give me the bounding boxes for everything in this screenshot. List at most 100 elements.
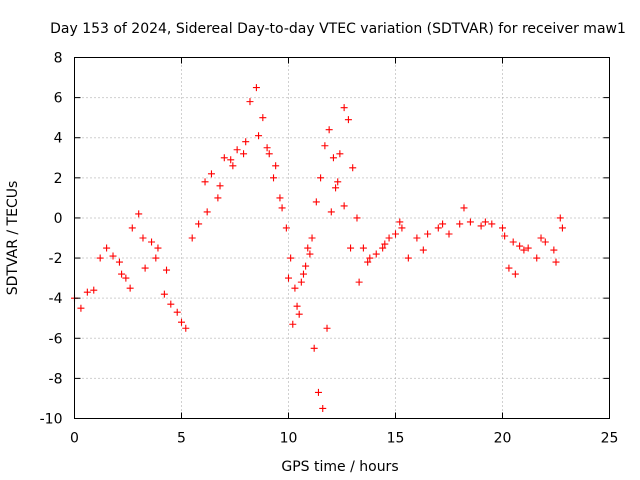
data-point	[306, 250, 314, 258]
data-point	[299, 270, 307, 278]
data-point	[327, 208, 335, 216]
data-point	[297, 278, 305, 286]
y-tick-label: -4	[49, 291, 63, 307]
data-point	[154, 244, 162, 252]
data-point	[139, 234, 147, 242]
data-point	[379, 244, 387, 252]
x-tick-label: 0	[70, 431, 79, 447]
data-point	[118, 270, 126, 278]
data-point	[323, 324, 331, 332]
data-point	[481, 218, 489, 226]
data-point	[188, 234, 196, 242]
data-point	[227, 156, 235, 164]
data-point	[413, 234, 421, 242]
data-point	[398, 224, 406, 232]
data-point	[285, 274, 292, 282]
data-point	[392, 230, 399, 238]
data-point	[178, 318, 185, 326]
data-point	[240, 150, 248, 158]
data-point	[233, 146, 241, 154]
data-point	[109, 252, 117, 260]
data-point	[460, 204, 468, 212]
data-point	[304, 244, 312, 252]
data-point	[347, 244, 355, 252]
data-point	[265, 150, 273, 158]
data-point	[255, 132, 263, 140]
grid-lines	[74, 57, 610, 419]
data-point	[310, 344, 318, 352]
data-point	[509, 238, 517, 246]
y-tick-label: 0	[54, 211, 63, 227]
data-point	[263, 144, 271, 152]
data-point	[203, 208, 211, 216]
data-point	[160, 290, 168, 298]
data-point	[90, 286, 98, 294]
data-point	[520, 246, 528, 254]
data-point	[216, 182, 224, 190]
data-point	[83, 288, 91, 296]
data-point	[456, 220, 464, 228]
data-point	[524, 244, 532, 252]
data-point	[340, 202, 348, 210]
data-point	[385, 234, 393, 242]
data-point	[516, 242, 524, 250]
data-point	[207, 170, 215, 178]
data-point	[115, 258, 123, 266]
data-point	[434, 224, 442, 232]
data-point	[270, 174, 278, 182]
data-point	[552, 258, 560, 266]
data-point	[141, 264, 149, 272]
data-point	[77, 304, 85, 312]
y-tick-label: -2	[49, 251, 63, 267]
x-tick-label: 10	[280, 431, 298, 447]
data-point	[505, 264, 513, 272]
data-point	[173, 308, 181, 316]
data-point	[424, 230, 432, 238]
data-point	[558, 224, 566, 232]
data-point	[340, 104, 348, 112]
data-point	[293, 302, 301, 310]
data-point	[466, 218, 474, 226]
data-point	[103, 244, 111, 252]
y-tick-label: -8	[49, 371, 63, 387]
y-tick-label: 2	[54, 171, 63, 187]
data-point	[291, 284, 299, 292]
data-point	[488, 220, 496, 228]
data-point	[246, 98, 254, 106]
data-point	[163, 266, 171, 274]
data-point	[276, 194, 284, 202]
y-tick-label: 6	[54, 91, 63, 107]
data-point	[439, 220, 447, 228]
data-point	[126, 284, 134, 292]
data-point	[329, 154, 337, 162]
data-point	[317, 174, 325, 182]
data-point	[537, 234, 545, 242]
data-point	[359, 244, 367, 252]
data-point	[334, 178, 342, 186]
data-point	[550, 246, 558, 254]
data-point	[308, 234, 316, 242]
y-tick-label: 8	[54, 51, 63, 67]
data-point	[511, 270, 519, 278]
data-point	[220, 154, 228, 162]
data-point	[366, 254, 374, 262]
data-point	[477, 222, 485, 230]
data-point	[272, 162, 280, 170]
data-point	[355, 278, 363, 286]
data-point	[321, 142, 329, 150]
data-point	[148, 238, 156, 246]
data-point	[353, 214, 361, 222]
data-point	[372, 250, 380, 258]
data-point	[445, 230, 453, 238]
data-point	[278, 204, 286, 212]
data-point	[195, 220, 203, 228]
data-point	[319, 404, 327, 412]
x-tick-label: 25	[601, 431, 619, 447]
data-point	[314, 388, 322, 396]
data-point	[182, 324, 190, 332]
data-point	[325, 126, 333, 134]
y-tick-label: -10	[40, 412, 63, 428]
data-point	[349, 164, 357, 172]
data-point	[312, 198, 320, 206]
